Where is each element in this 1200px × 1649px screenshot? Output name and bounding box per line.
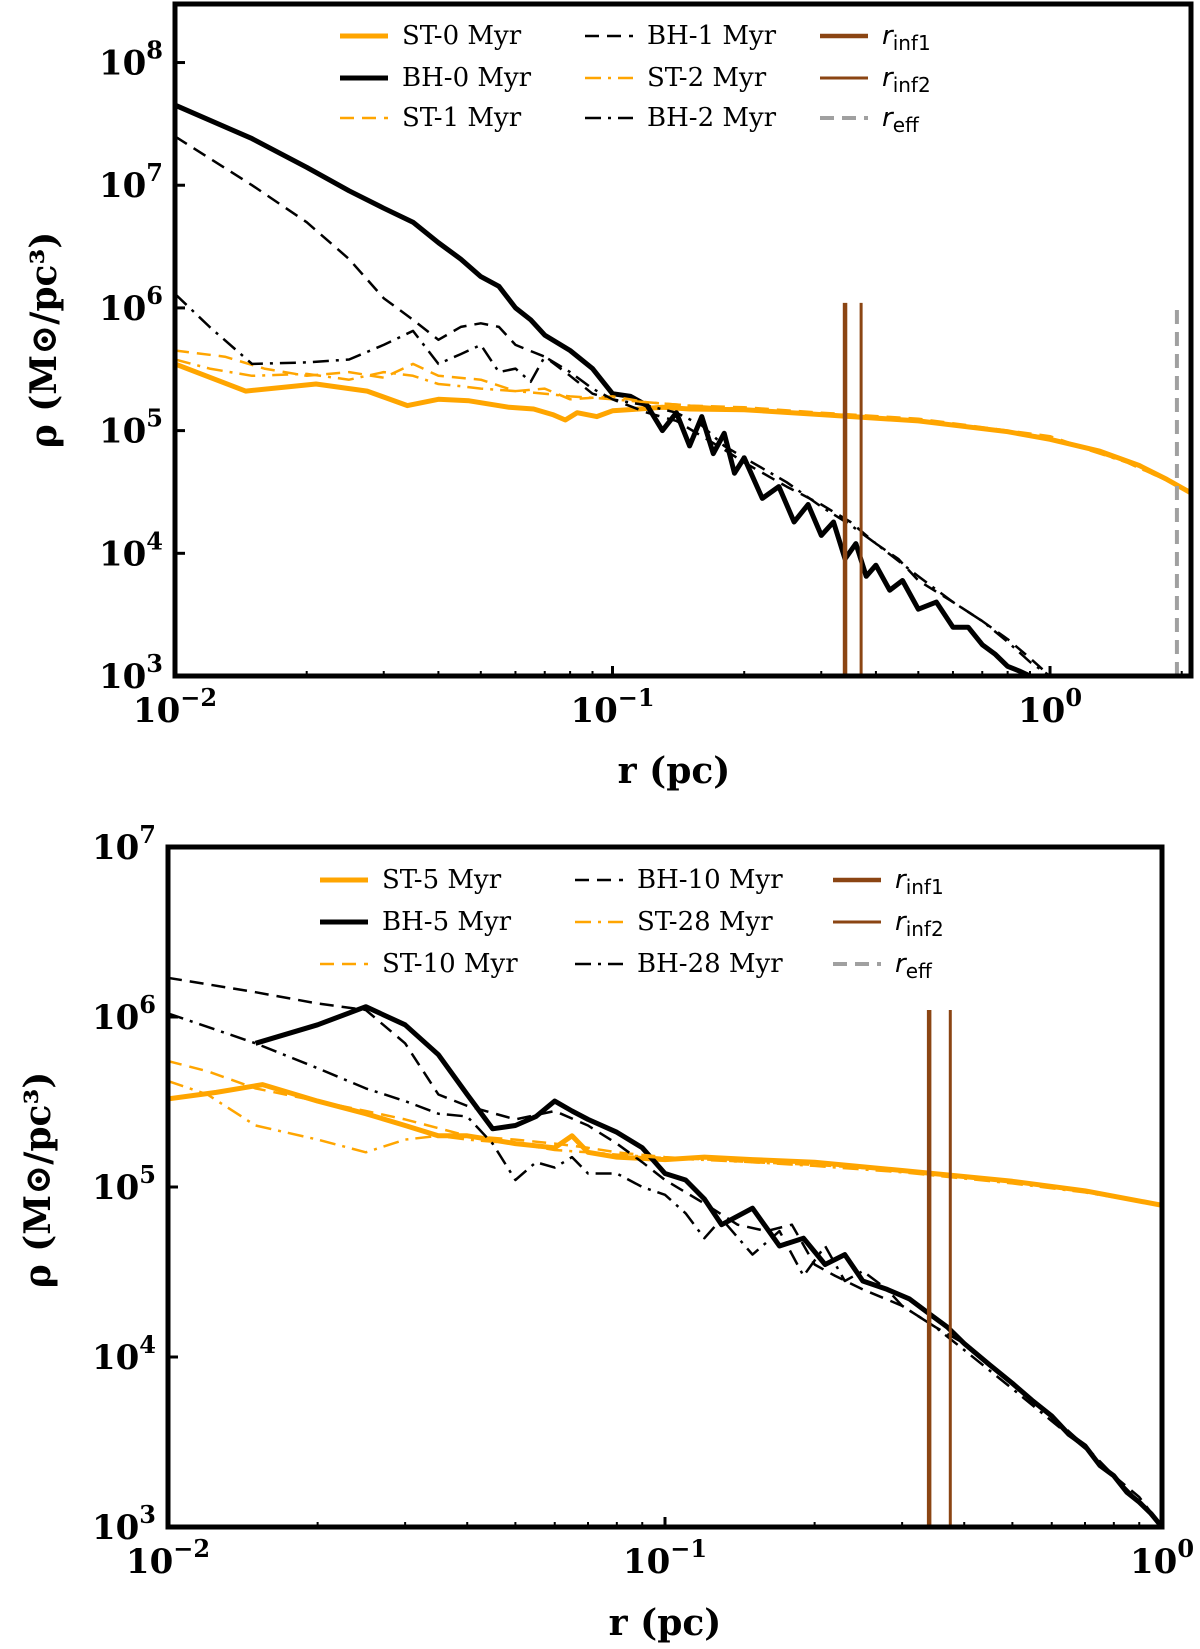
- legend-label: ST-2 Myr: [647, 63, 767, 93]
- legend-entry-st-1-myr: ST-1 Myr: [340, 103, 522, 133]
- legend-label: reff: [895, 949, 933, 983]
- series-line-st-2-myr: [175, 358, 1191, 493]
- y-axis-label: ρ (M⊙/pc³): [17, 1072, 59, 1289]
- legend-entry-r-inf2: rinf2: [833, 907, 944, 941]
- y-tick-label: 108: [99, 36, 163, 84]
- legend-label: ST-5 Myr: [382, 865, 502, 895]
- series-line-bh-2-myr: [175, 292, 1051, 676]
- legend-label: ST-0 Myr: [402, 21, 522, 51]
- series-line-bh-1-myr: [175, 135, 1051, 676]
- legend-entry-st-0-myr: ST-0 Myr: [340, 21, 522, 51]
- x-axis-label: r (pc): [609, 1602, 722, 1644]
- legend-label: rinf1: [895, 865, 944, 899]
- legend-label: BH-2 Myr: [647, 103, 777, 133]
- y-tick-label: 103: [92, 1500, 156, 1548]
- legend-label: BH-10 Myr: [637, 865, 783, 895]
- x-tick-label: 10−1: [570, 683, 654, 731]
- legend-label: ST-28 Myr: [637, 907, 773, 937]
- legend-entry-r-eff: reff: [833, 949, 933, 983]
- legend-entry-bh-10-myr: BH-10 Myr: [575, 865, 783, 895]
- y-tick-label: 105: [92, 1160, 156, 1208]
- x-tick-label: 10−2: [133, 683, 217, 731]
- x-axis-label: r (pc): [618, 750, 731, 792]
- top-panel: 10−2 10−1 100 103 104 105 106 107 108 r (pc) ρ (…: [23, 1, 1194, 792]
- legend-label: BH-28 Myr: [637, 949, 783, 979]
- y-tick-label: 106: [99, 281, 163, 329]
- legend-label: ST-10 Myr: [382, 949, 518, 979]
- y-tick-label: 106: [92, 990, 156, 1038]
- series-line-bh-10-myr: [168, 976, 1162, 1527]
- series-line-st-10-myr: [168, 1059, 1162, 1207]
- series-line-st-0-myr: [175, 361, 1191, 496]
- x-tick-label: 100: [1018, 683, 1082, 731]
- x-tick-label: 100: [1130, 1534, 1194, 1582]
- series-line-st-5-myr: [168, 1082, 1162, 1208]
- series-line-st-28-myr: [168, 1079, 1162, 1207]
- legend-entry-bh-0-myr: BH-0 Myr: [340, 63, 532, 93]
- legend-entry-bh-1-myr: BH-1 Myr: [585, 21, 777, 51]
- y-tick-label: 107: [99, 158, 163, 206]
- y-axis-label: ρ (M⊙/pc³): [23, 232, 65, 449]
- y-tick-label: 104: [92, 1330, 156, 1378]
- legend-label: rinf1: [882, 21, 931, 55]
- legend-entry-r-inf1: rinf1: [820, 21, 931, 55]
- legend-label: rinf2: [895, 907, 944, 941]
- legend-entry-st-28-myr: ST-28 Myr: [575, 907, 773, 937]
- legend-entry-bh-28-myr: BH-28 Myr: [575, 949, 783, 979]
- x-tick-label: 10−2: [126, 1534, 210, 1582]
- legend-entry-st-5-myr: ST-5 Myr: [320, 865, 502, 895]
- series-line-bh-0-myr: [175, 102, 1032, 676]
- series-line-bh-5-myr: [254, 1004, 1162, 1527]
- y-tick-label: 104: [99, 526, 163, 574]
- legend-entry-r-eff: reff: [820, 103, 920, 137]
- y-tick-label: 103: [99, 649, 163, 697]
- legend-label: BH-5 Myr: [382, 907, 512, 937]
- bottom-panel: 10−2 10−1 100 103 104 105 106 107 r (pc) ρ (M⊙/…: [17, 820, 1194, 1644]
- legend-entry-r-inf1: rinf1: [833, 865, 944, 899]
- legend-entry-r-inf2: rinf2: [820, 63, 931, 97]
- legend-label: ST-1 Myr: [402, 103, 522, 133]
- series-line-bh-28-myr: [168, 1012, 1162, 1527]
- legend-entry-bh-5-myr: BH-5 Myr: [320, 907, 512, 937]
- series-line-st-1-myr: [175, 349, 1191, 493]
- legend-entry-bh-2-myr: BH-2 Myr: [585, 103, 777, 133]
- legend-label: rinf2: [882, 63, 931, 97]
- legend-label: BH-1 Myr: [647, 21, 777, 51]
- legend-label: reff: [882, 103, 920, 137]
- legend-label: BH-0 Myr: [402, 63, 532, 93]
- legend-entry-st-10-myr: ST-10 Myr: [320, 949, 518, 979]
- y-tick-label: 107: [92, 820, 156, 868]
- x-tick-label: 10−1: [623, 1534, 707, 1582]
- y-tick-label: 105: [99, 404, 163, 452]
- plot-frame: [172, 1, 1194, 679]
- legend-entry-st-2-myr: ST-2 Myr: [585, 63, 767, 93]
